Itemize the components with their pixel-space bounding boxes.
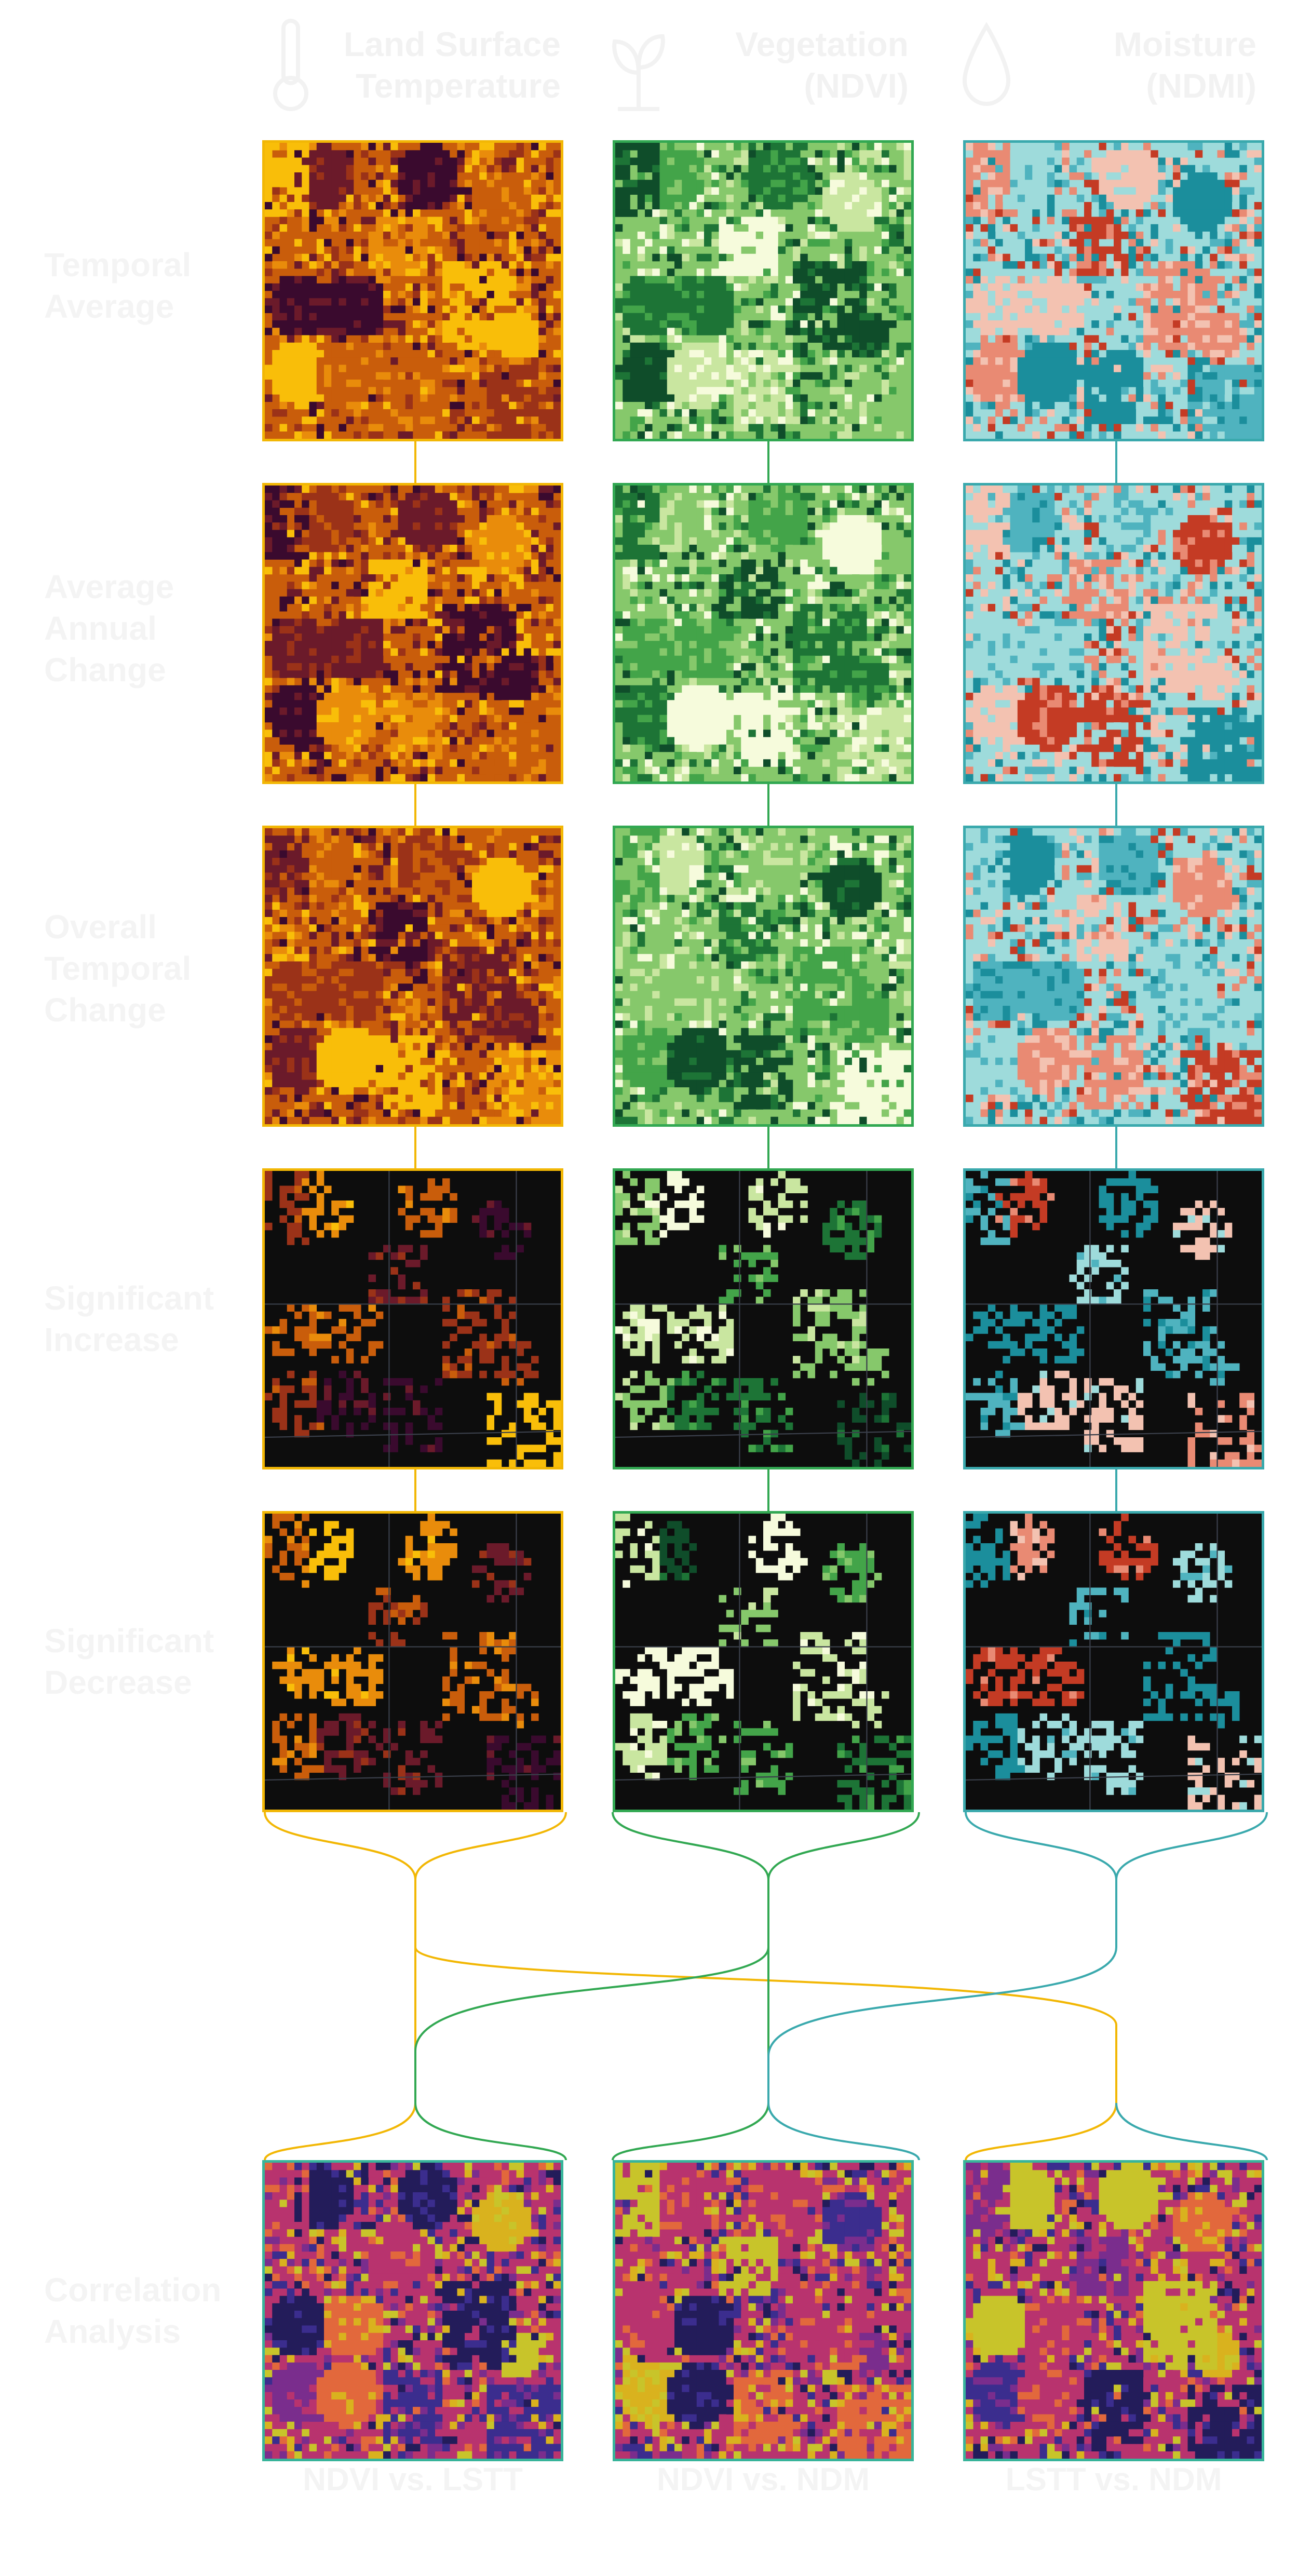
column-header-lst: Land Surface Temperature xyxy=(260,13,571,117)
raster-image xyxy=(966,1171,1262,1467)
row-label-line: Significant xyxy=(44,1279,214,1317)
row-label-line: Correlation xyxy=(44,2271,222,2309)
raster-image xyxy=(265,485,561,781)
correlation-map-ndvi-lstt xyxy=(262,2160,563,2461)
map-panel-vegetation-average-annual-change xyxy=(613,483,914,784)
row-label-temporal-average: Temporal Average xyxy=(44,244,252,327)
brace-left xyxy=(264,1812,416,1880)
raster-image xyxy=(265,1171,561,1467)
map-panel-moisture-significant-decrease xyxy=(963,1511,1264,1812)
cross-connector xyxy=(767,1880,1117,2103)
row-label-line: Annual xyxy=(44,610,157,647)
correlation-map-ndvi-ndm xyxy=(613,2160,914,2461)
cross-connector xyxy=(414,1880,769,2103)
brace-left xyxy=(612,2102,769,2161)
column-header-vegetation: Vegetation (NDVI) xyxy=(607,13,919,117)
raster-image xyxy=(966,143,1262,439)
brace-right xyxy=(1115,1812,1268,1880)
map-panel-moisture-overall-temporal-change xyxy=(963,826,1264,1127)
column-title-vegetation: Vegetation (NDVI) xyxy=(670,23,919,106)
map-panel-vegetation-significant-increase xyxy=(613,1168,914,1469)
map-panel-lst-significant-decrease xyxy=(262,1511,563,1812)
raster-image xyxy=(615,2163,911,2459)
raster-image xyxy=(265,2163,561,2459)
row-label-line: Increase xyxy=(44,1321,179,1358)
map-panel-moisture-average-annual-change xyxy=(963,483,1264,784)
raster-image xyxy=(966,2163,1262,2459)
map-panel-lst-temporal-average xyxy=(262,140,563,441)
row-label-line: Decrease xyxy=(44,1664,192,1701)
thermometer-icon xyxy=(273,19,308,111)
correlation-map-lstt-ndm xyxy=(963,2160,1264,2461)
row-label-overall-temporal-change: Overall Temporal Change xyxy=(44,906,252,1031)
row-label-line: Significant xyxy=(44,1622,214,1660)
raster-image xyxy=(265,143,561,439)
brace-right xyxy=(414,2102,567,2161)
row-label-line: Average xyxy=(44,288,174,325)
brace-right xyxy=(414,1812,567,1880)
raster-image xyxy=(265,1514,561,1810)
row-label-significant-decrease: Significant Decrease xyxy=(44,1620,252,1703)
row-label-line: Change xyxy=(44,991,166,1029)
row-label-significant-increase: Significant Increase xyxy=(44,1277,252,1360)
column-title-moisture: Moisture (NDMI) xyxy=(1018,23,1267,106)
cross-connector xyxy=(414,1880,1117,2103)
column-title-line: Temperature xyxy=(356,66,561,105)
map-panel-lst-significant-increase xyxy=(262,1168,563,1469)
raster-image xyxy=(615,828,911,1124)
column-title-line: Land Surface xyxy=(343,25,561,63)
column-title-line: (NDVI) xyxy=(804,66,909,105)
raster-image xyxy=(615,1514,911,1810)
column-title-line: Moisture xyxy=(1113,25,1256,63)
brace-left xyxy=(264,2102,416,2161)
row-label-line: Change xyxy=(44,651,166,689)
column-header-moisture: Moisture (NDMI) xyxy=(955,13,1267,117)
row-label-line: Temporal xyxy=(44,950,192,987)
map-panel-lst-average-annual-change xyxy=(262,483,563,784)
brace-left xyxy=(965,1812,1117,1880)
raster-image xyxy=(966,485,1262,781)
brace-left xyxy=(965,2102,1117,2161)
row-label-line: Analysis xyxy=(44,2313,181,2350)
map-panel-vegetation-significant-decrease xyxy=(613,1511,914,1812)
raster-image xyxy=(615,1171,911,1467)
raster-image xyxy=(265,828,561,1124)
raster-image xyxy=(615,143,911,439)
droplet-icon xyxy=(962,22,1011,106)
brace-left xyxy=(612,1812,769,1880)
plant-icon xyxy=(612,34,665,111)
correlation-label: NDVI vs. LSTT xyxy=(303,2462,523,2498)
row-label-line: Average xyxy=(44,568,174,605)
column-title-line: Vegetation xyxy=(735,25,909,63)
map-panel-moisture-significant-increase xyxy=(963,1168,1264,1469)
correlation-label: LSTT vs. NDM xyxy=(1005,2462,1222,2498)
brace-right xyxy=(767,2102,920,2161)
correlation-label: NDVI vs. NDM xyxy=(657,2462,870,2498)
column-title-lst: Land Surface Temperature xyxy=(322,23,571,106)
raster-image xyxy=(966,828,1262,1124)
row-label-line: Temporal xyxy=(44,246,192,284)
map-panel-moisture-temporal-average xyxy=(963,140,1264,441)
raster-image xyxy=(966,1514,1262,1810)
map-panel-vegetation-overall-temporal-change xyxy=(613,826,914,1127)
column-title-line: (NDMI) xyxy=(1146,66,1256,105)
brace-right xyxy=(767,1812,920,1880)
row-label-correlation-analysis: Correlation Analysis xyxy=(44,2269,252,2352)
map-panel-vegetation-temporal-average xyxy=(613,140,914,441)
row-label-line: Overall xyxy=(44,908,157,946)
raster-image xyxy=(615,485,911,781)
brace-right xyxy=(1115,2102,1268,2161)
map-panel-lst-overall-temporal-change xyxy=(262,826,563,1127)
row-label-average-annual-change: Average Annual Change xyxy=(44,566,252,691)
